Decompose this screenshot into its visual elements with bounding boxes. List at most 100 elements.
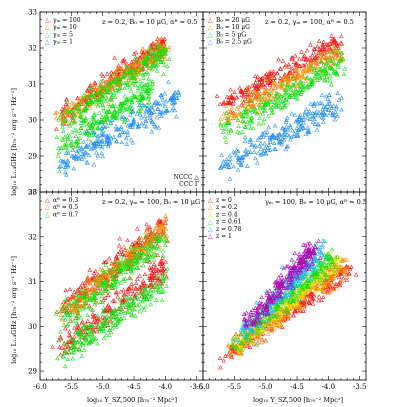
data-point — [93, 91, 99, 96]
data-point — [240, 113, 246, 118]
data-point — [226, 116, 231, 121]
data-point — [81, 290, 87, 295]
data-point — [63, 113, 69, 118]
data-point — [131, 72, 137, 77]
data-point — [108, 270, 113, 275]
data-point — [324, 60, 329, 65]
data-point — [253, 89, 259, 94]
data-point — [113, 279, 119, 284]
data-point — [285, 100, 291, 105]
data-point — [335, 63, 341, 68]
legend-label: B₀ = 10 μG — [216, 24, 250, 31]
data-point — [264, 289, 269, 294]
data-point — [124, 97, 129, 102]
data-point — [102, 288, 108, 293]
data-point — [314, 284, 319, 289]
data-point — [129, 270, 135, 275]
data-point — [137, 286, 143, 292]
data-point — [121, 287, 126, 292]
data-point — [90, 329, 95, 334]
data-point — [78, 332, 84, 337]
data-point — [92, 120, 97, 125]
data-point — [118, 247, 124, 252]
data-point — [239, 162, 244, 167]
data-point — [162, 91, 168, 96]
data-point — [264, 132, 269, 138]
series-3 — [218, 49, 348, 144]
data-point — [231, 149, 236, 154]
data-point — [241, 109, 246, 114]
data-point — [242, 92, 248, 97]
data-point — [325, 281, 331, 286]
data-point — [301, 308, 306, 313]
data-point — [88, 282, 93, 287]
data-point — [234, 115, 239, 120]
data-point — [325, 96, 330, 101]
data-point — [148, 88, 153, 93]
data-point — [64, 346, 70, 351]
data-point — [269, 75, 275, 80]
data-point — [78, 114, 83, 119]
data-point — [140, 240, 145, 245]
data-point — [306, 111, 311, 116]
data-point — [100, 321, 105, 327]
data-point — [69, 108, 74, 114]
data-point — [271, 102, 277, 107]
data-point — [91, 130, 97, 135]
data-point — [90, 114, 95, 120]
data-point — [310, 113, 315, 118]
data-point — [296, 127, 302, 132]
data-point — [100, 95, 105, 100]
data-point — [147, 288, 153, 293]
data-point — [313, 265, 319, 270]
data-point — [320, 44, 325, 49]
data-point — [333, 109, 338, 114]
data-point — [130, 109, 136, 114]
data-point — [328, 249, 333, 255]
data-point — [123, 63, 129, 68]
data-point — [128, 267, 134, 272]
data-point — [103, 333, 109, 338]
data-point — [226, 352, 231, 357]
data-point — [61, 341, 67, 346]
data-point — [86, 290, 91, 295]
legend-marker: △ — [208, 31, 213, 38]
data-point — [268, 80, 273, 85]
data-point — [296, 283, 302, 288]
data-point — [276, 100, 282, 105]
data-point — [124, 136, 129, 141]
data-point — [276, 303, 281, 309]
data-point — [246, 337, 251, 342]
data-point — [106, 81, 111, 86]
data-point — [155, 281, 161, 286]
data-point — [278, 94, 284, 99]
data-point — [65, 357, 70, 362]
data-point — [153, 286, 158, 291]
data-point — [267, 147, 273, 152]
data-point — [151, 59, 156, 64]
data-point — [134, 294, 140, 299]
data-point — [266, 142, 272, 147]
data-point — [70, 344, 75, 349]
data-point — [105, 307, 111, 312]
data-point — [253, 319, 258, 324]
data-point — [250, 107, 255, 113]
data-point — [122, 297, 127, 302]
data-point — [158, 44, 164, 49]
data-point — [293, 279, 298, 284]
data-point — [128, 112, 133, 117]
data-point — [319, 58, 324, 63]
data-point — [95, 341, 100, 346]
data-point — [214, 93, 220, 98]
data-point — [280, 299, 285, 305]
data-point — [91, 162, 97, 167]
data-point — [120, 251, 126, 257]
data-point — [221, 111, 226, 116]
data-point — [309, 261, 315, 266]
data-point — [295, 275, 301, 280]
data-point — [117, 297, 122, 302]
data-point — [276, 320, 281, 325]
data-point — [321, 104, 326, 109]
data-point — [94, 329, 100, 334]
data-point — [276, 308, 281, 314]
